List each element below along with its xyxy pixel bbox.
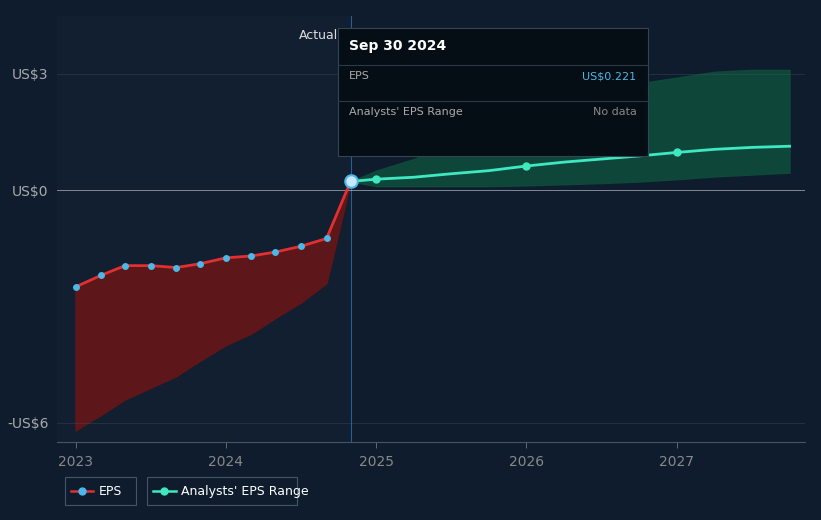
Text: EPS: EPS xyxy=(349,71,369,81)
FancyBboxPatch shape xyxy=(65,477,136,505)
Text: Analysts Forecasts: Analysts Forecasts xyxy=(363,29,479,42)
Text: Actual: Actual xyxy=(300,29,338,42)
Text: US$0.221: US$0.221 xyxy=(582,71,636,81)
Text: No data: No data xyxy=(593,107,636,118)
Text: Analysts' EPS Range: Analysts' EPS Range xyxy=(349,107,462,118)
Text: Analysts' EPS Range: Analysts' EPS Range xyxy=(181,485,309,498)
Text: EPS: EPS xyxy=(99,485,122,498)
FancyBboxPatch shape xyxy=(147,477,296,505)
FancyBboxPatch shape xyxy=(337,29,648,157)
Bar xyxy=(57,16,351,442)
Bar xyxy=(351,16,805,442)
Text: Sep 30 2024: Sep 30 2024 xyxy=(349,39,446,53)
